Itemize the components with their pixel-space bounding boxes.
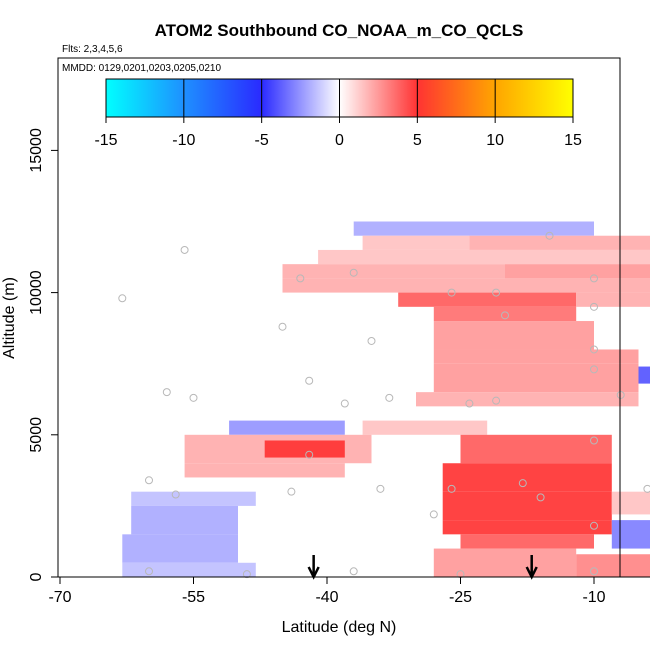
colorbar-tick-label: -15 [94,132,117,149]
y-tick-label: 5000 [28,417,45,453]
sample-point [643,484,650,493]
heat-cell [122,562,256,577]
heat-cell [442,491,612,521]
sample-point [349,567,358,576]
sample-point [287,487,296,496]
sample-point [296,274,305,283]
y-tick-label: 15000 [28,128,45,173]
colorbar-ticks: -15 -10 -5 0 5 10 15 [94,79,582,149]
sample-point [492,396,501,405]
sample-point [492,288,501,297]
heat-cell [611,520,650,549]
sample-point [590,521,598,530]
heat-cell [362,235,470,250]
heat-cell [433,306,577,322]
sample-point [429,510,438,519]
heatmap-cells [122,221,650,577]
heat-cell [460,534,594,549]
sample-point [189,393,198,402]
sample-point [385,393,394,402]
heat-cell [433,349,639,364]
sample-point [590,567,598,576]
x-axis-label: Latitude (deg N) [282,619,397,636]
heat-cell [469,235,650,250]
sample-point [590,302,598,311]
chart-title: ATOM2 Southbound CO_NOAA_m_CO_QCLS [155,21,524,40]
dates-subtitle: MMDD: 0129,0201,0203,0205,0210 [62,63,221,74]
sample-point [501,311,509,320]
heat-cell [131,491,256,506]
heat-cell [442,520,612,535]
sample-point [180,245,189,254]
sample-point [536,493,545,502]
heat-cell [576,292,650,307]
x-tick-label: -70 [48,589,71,606]
colorbar-tick-label: 0 [335,132,344,149]
y-axis: 0 5000 10000 15000 [28,128,58,581]
x-tick-label: -40 [315,589,338,606]
sample-point [145,567,153,576]
heat-cell [264,440,345,458]
sample-point [278,322,287,331]
sample-point [590,365,598,374]
sample-point [242,570,251,579]
heat-cell [433,321,594,350]
colorbar-tick-label: -10 [172,132,195,149]
colorbar-tick-label: -5 [255,132,269,149]
x-tick-label: -55 [182,589,205,606]
sample-point [447,484,456,493]
heat-cell [184,463,345,478]
sample-point [162,388,171,397]
colorbar-tick-label: 10 [486,132,504,149]
sample-point [367,336,376,345]
heat-cell [416,392,639,407]
x-tick-label: -25 [449,589,472,606]
x-axis: -70-55-40-25-1001020304050607080 [48,576,650,606]
sample-point [590,436,598,445]
heat-cell [433,363,639,393]
colorbar-tick-label: 5 [413,132,422,149]
sample-point [171,490,180,499]
y-tick-label: 0 [28,572,45,581]
sample-point [545,231,554,240]
heat-cell [611,491,650,515]
heat-cell [576,554,650,577]
heat-cell [353,221,594,236]
x-tick-label: -10 [582,589,605,606]
colorbar-tick-label: 15 [564,132,582,149]
sample-point [447,288,456,297]
sample-point [518,479,527,488]
sample-point [376,484,385,493]
sample-points [118,231,650,579]
heat-cell [282,278,650,293]
heat-cell [282,264,505,279]
flights-subtitle: Flts: 2,3,4,5,6 [62,44,123,55]
sample-point [305,450,314,459]
sample-point [349,268,358,277]
heat-cell [122,534,238,563]
heat-cell [362,420,488,435]
sample-point [465,399,474,408]
sample-point [145,476,153,485]
heat-cell [131,505,238,535]
heat-cell [505,264,650,279]
sample-point [118,294,127,303]
heat-cell [318,249,650,265]
heat-cell [398,292,577,307]
heat-cell [433,548,577,577]
sample-point [616,390,625,399]
y-axis-label: Altitude (m) [1,277,18,359]
sample-point [590,274,598,283]
sample-point [305,376,314,385]
heat-cell [460,434,612,464]
sample-point [340,399,349,408]
sample-point [590,345,598,354]
heat-cell [638,366,650,384]
colorbar: -15 -10 -5 0 5 10 15 [94,78,582,149]
heat-cell [229,420,345,435]
heat-cell [442,463,612,492]
y-tick-label: 10000 [28,270,45,315]
latitude-arrow [307,555,320,580]
